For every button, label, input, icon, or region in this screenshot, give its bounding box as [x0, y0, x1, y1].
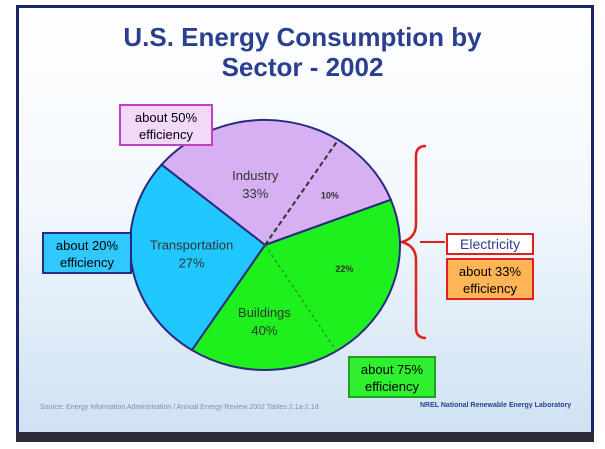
electricity-divider — [264, 139, 339, 246]
value-label: 27% — [179, 256, 205, 271]
chart-title: U.S. Energy Consumption by Sector - 2002 — [123, 22, 482, 82]
brace — [397, 144, 427, 340]
electricity-box: Electricity — [446, 233, 534, 255]
value-label: 40% — [251, 323, 277, 338]
pie-slice — [190, 198, 401, 371]
electricity-label: 10% — [321, 190, 339, 200]
bottom-strip — [16, 432, 594, 442]
source: Source: Energy Information Administratio… — [40, 404, 319, 411]
category-label: Industry — [232, 168, 279, 183]
annotation-box: about 33% efficiency — [446, 258, 534, 300]
annotation-box: about 50% efficiency — [119, 104, 213, 146]
value-label: 33% — [242, 186, 268, 201]
annotation-box: about 75% efficiency — [348, 356, 436, 398]
category-label: Transportation — [150, 238, 233, 253]
annotation-box: about 20% efficiency — [42, 232, 132, 274]
category-label: Buildings — [238, 305, 291, 320]
electricity-label: 22% — [335, 264, 353, 274]
logo: NREL National Renewable Energy Laborator… — [420, 402, 572, 409]
